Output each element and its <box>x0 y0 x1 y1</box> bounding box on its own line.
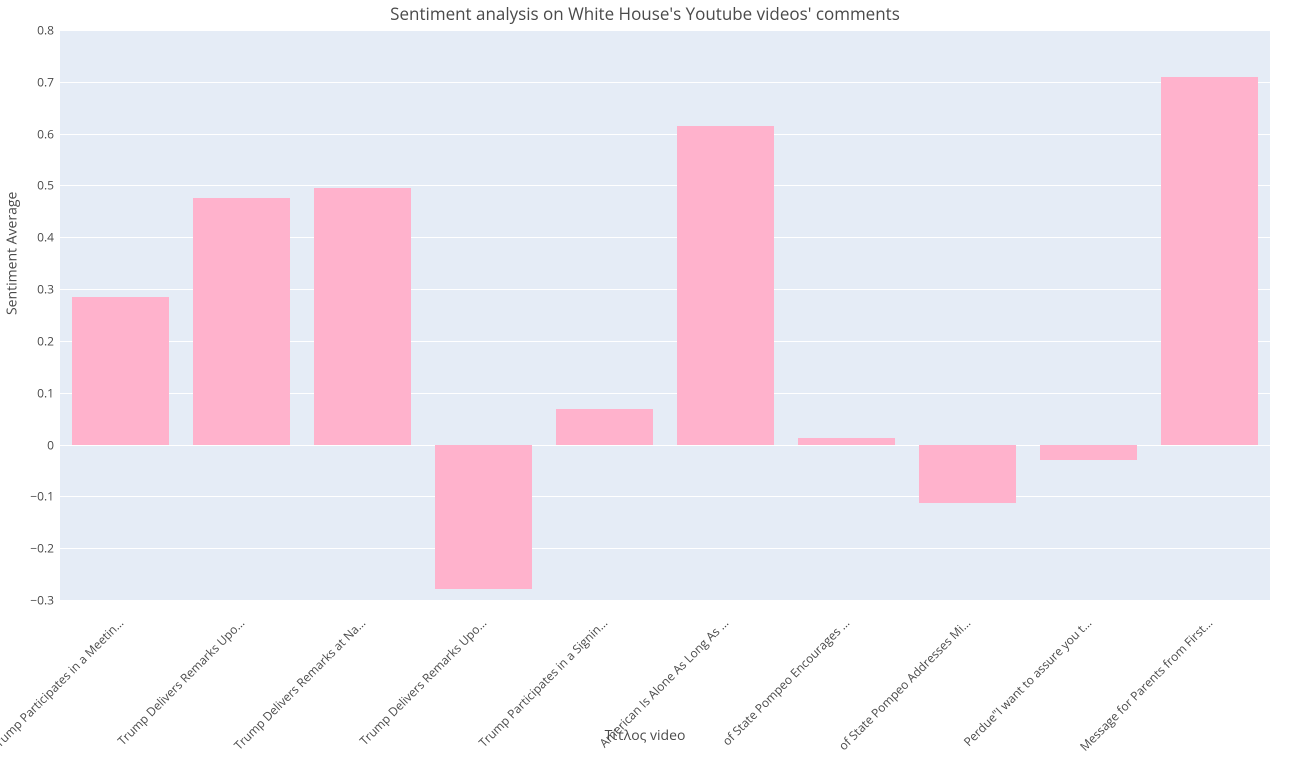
bar <box>919 445 1016 503</box>
y-tick-label: 0.5 <box>37 177 54 194</box>
x-tick-label: Trump Delivers Remarks Upo… <box>336 614 489 767</box>
x-tick-label: Trump Delivers Remarks Upo… <box>94 614 247 767</box>
bar <box>435 445 532 589</box>
grid-line <box>60 496 1270 497</box>
y-tick-label: 0.6 <box>37 125 54 142</box>
y-tick-label: 0.1 <box>37 384 54 401</box>
y-tick-label: −0.3 <box>30 592 54 609</box>
y-tick-label: 0.4 <box>37 229 54 246</box>
bar <box>677 126 774 445</box>
plot-area <box>60 30 1270 600</box>
x-tick-label: of State Pompeo Addresses Mi… <box>820 614 973 767</box>
y-tick-label: 0.8 <box>37 22 54 39</box>
y-tick-label: 0.2 <box>37 332 54 349</box>
bar <box>798 438 895 445</box>
grid-line <box>60 185 1270 186</box>
bar <box>1040 445 1137 461</box>
x-tick-label: Trump Delivers Remarks at Na… <box>215 614 368 767</box>
x-tick-label: Perdue"I want to assure you t… <box>941 614 1094 767</box>
grid-line <box>60 30 1270 31</box>
y-tick-label: −0.1 <box>30 488 54 505</box>
bar <box>1161 77 1258 445</box>
y-tick-label: −0.2 <box>30 540 54 557</box>
y-tick-label: 0 <box>47 436 54 453</box>
grid-line <box>60 134 1270 135</box>
bar <box>193 198 290 444</box>
x-tick-label: Message for Parents from First… <box>1062 614 1215 767</box>
bar <box>314 188 411 445</box>
y-tick-label: 0.7 <box>37 73 54 90</box>
y-tick-label: 0.3 <box>37 281 54 298</box>
bar <box>556 409 653 444</box>
x-tick-label: Trump Participates in a Signin… <box>457 614 610 767</box>
grid-line <box>60 548 1270 549</box>
grid-line <box>60 82 1270 83</box>
bar <box>72 297 169 445</box>
x-tick-label: of State Pompeo Encourages … <box>699 614 852 767</box>
chart-title: Sentiment analysis on White House's Yout… <box>390 2 900 25</box>
y-axis-title: Sentiment Average <box>3 192 22 315</box>
grid-line <box>60 600 1270 601</box>
